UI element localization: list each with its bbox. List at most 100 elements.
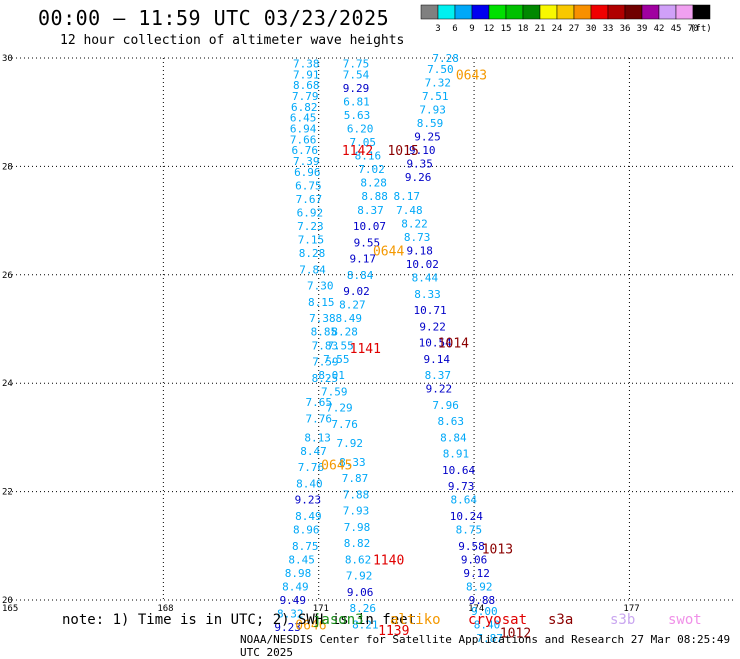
y-tick-label: 28: [2, 162, 13, 172]
swh-value: 8.28: [331, 326, 358, 339]
swh-value: 8.91: [443, 448, 470, 461]
swh-value: 8.68: [293, 79, 320, 92]
legend-label: 12: [484, 24, 495, 34]
pass-time-label: 0646: [295, 618, 326, 633]
swh-value: 8.59: [417, 117, 444, 130]
swh-value: 8.21: [352, 618, 379, 631]
swh-value: 9.58: [458, 540, 485, 553]
swh-value: 7.98: [344, 521, 371, 534]
swh-value: 7.38: [293, 57, 320, 70]
swh-value: 10.64: [442, 464, 475, 477]
pass-time-label: 0645: [321, 459, 352, 474]
swh-value: 7.76: [331, 418, 358, 431]
swh-value: 8.82: [344, 537, 371, 550]
legend-label: 42: [654, 24, 665, 34]
swh-value: 9.25: [414, 131, 441, 144]
swh-value: 8.40: [296, 477, 323, 490]
satellite-altiko: altiko: [390, 612, 441, 628]
legend-label: 39: [637, 24, 648, 34]
swh-value: 8.37: [425, 369, 452, 382]
swh-value: 7.55: [323, 353, 350, 366]
satellite-swot: swot: [668, 612, 702, 628]
swh-value: 8.44: [412, 272, 439, 285]
swh-value: 7.50: [427, 63, 454, 76]
swh-value: 7.54: [343, 68, 370, 81]
swh-value: 7.30: [307, 280, 334, 293]
swh-value: 8.96: [293, 524, 320, 537]
swh-value: 8.84: [440, 431, 467, 444]
pass-time-label: 1140: [373, 553, 404, 568]
swh-value: 9.00: [471, 605, 498, 618]
swh-value: 8.88: [361, 190, 388, 203]
swh-value: 10.07: [353, 220, 386, 233]
x-tick-label: 177: [623, 604, 639, 614]
legend-swatch: [692, 4, 711, 20]
pass-time-label: 1141: [350, 342, 381, 357]
y-tick-label: 30: [2, 54, 13, 64]
swh-value: 8.13: [304, 431, 331, 444]
swh-value: 7.75: [343, 57, 370, 70]
swh-value: 10.24: [450, 510, 483, 523]
swh-value: 9.22: [419, 320, 446, 333]
swh-value: 8.84: [347, 269, 374, 282]
swh-value: 7.76: [305, 412, 332, 425]
pass-time-label: 1013: [482, 543, 513, 558]
legend-label: 9: [469, 24, 474, 34]
legend-label: 33: [603, 24, 614, 34]
swh-value: 8.28: [299, 247, 326, 260]
swh-value: 8.40: [474, 618, 501, 631]
swh-value: 7.83: [312, 339, 339, 352]
swh-value: 9.23: [274, 621, 301, 634]
swh-value: 8.17: [394, 190, 421, 203]
legend-label: 70: [688, 24, 699, 34]
swh-value: 9.49: [280, 594, 307, 607]
legend-label: 45: [671, 24, 682, 34]
swh-value: 9.88: [469, 594, 496, 607]
swh-value: 8.62: [345, 553, 372, 566]
swh-value: 7.96: [432, 399, 459, 412]
swh-value: 7.76: [298, 461, 325, 474]
swh-value: 9.55: [354, 236, 381, 249]
swh-value: 7.87: [342, 472, 369, 485]
swh-value: 10.54: [419, 337, 452, 350]
color-legend: 3 6 9 12 15 18 21 24 27 30 33 36 39 42 45 70(ft): [420, 4, 712, 34]
swh-value: 7.59: [321, 385, 348, 398]
swh-value: 9.02: [343, 285, 370, 298]
swh-value: 9.18: [406, 244, 433, 257]
swh-value: 6.76: [291, 144, 318, 157]
y-tick-label: 26: [2, 271, 13, 281]
swh-value: 5.63: [344, 109, 371, 122]
swh-value: 7.93: [343, 505, 370, 518]
legend-label: 21: [535, 24, 546, 34]
swh-value: 8.75: [292, 540, 319, 553]
x-tick-label: 165: [2, 604, 18, 614]
swh-value: 6.92: [297, 206, 324, 219]
swh-value: 9.22: [426, 383, 453, 396]
swh-value: 8.75: [456, 524, 483, 537]
swh-value: 8.45: [288, 553, 315, 566]
swh-value: 9.23: [295, 494, 322, 507]
swh-value: 8.49: [336, 312, 363, 325]
swh-value: 6.96: [294, 166, 321, 179]
chart-subtitle: 12 hour collection of altimeter wave hei…: [60, 33, 405, 48]
swh-value: 7.93: [419, 103, 446, 116]
swh-value: 7.91: [293, 68, 320, 81]
swh-value: 9.14: [424, 353, 451, 366]
swh-value: 8.16: [355, 150, 382, 163]
satellite-s3a: s3a: [548, 612, 574, 628]
swh-value: 7.51: [422, 90, 449, 103]
swh-value: 8.26: [349, 602, 376, 615]
swh-value: 8.49: [295, 510, 322, 523]
legend-label: 36: [620, 24, 631, 34]
legend-label: 6: [452, 24, 457, 34]
swh-value: 7.23: [297, 220, 324, 233]
swh-value: 7.39: [293, 155, 320, 168]
swh-value: 7.88: [343, 488, 370, 501]
swh-value: 7.87: [476, 632, 503, 645]
swh-value: 8.37: [357, 204, 384, 217]
y-tick-label: 24: [2, 379, 13, 389]
swh-value: 8.22: [401, 217, 428, 230]
swh-value: 7.92: [346, 570, 373, 583]
